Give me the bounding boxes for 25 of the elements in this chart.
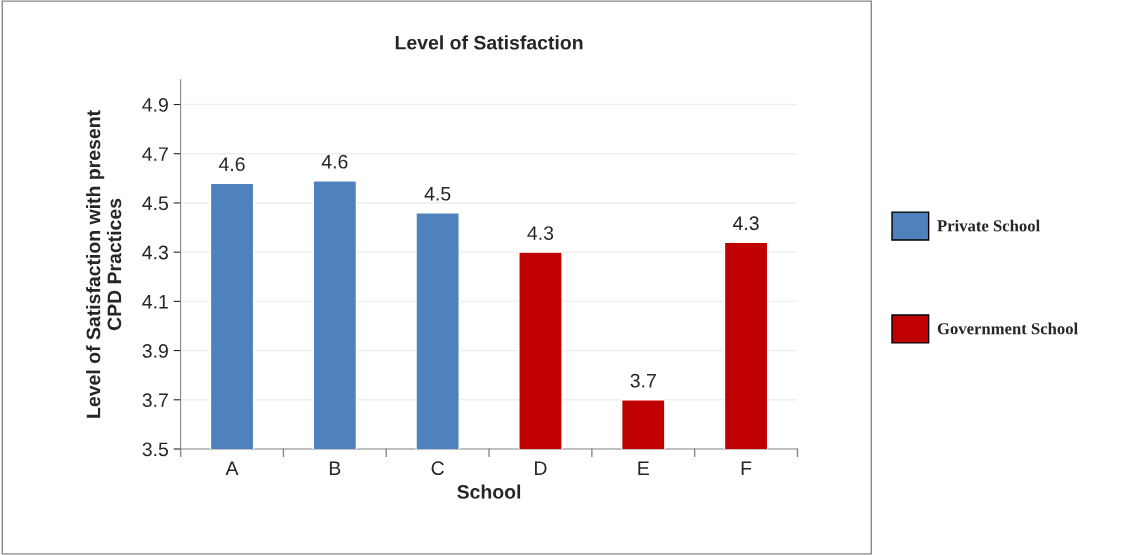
x-tick-label: A — [225, 461, 239, 475]
data-label: 4.3 — [733, 216, 759, 231]
y-tick-label: 4.5 — [142, 196, 169, 211]
x-tick-label: D — [535, 461, 547, 475]
x-axis-title: School — [457, 484, 521, 499]
x-tick-label: E — [638, 461, 649, 475]
x-tick-label: C — [431, 461, 444, 476]
legend-label: Private School — [937, 219, 1040, 232]
y-tick-label: 3.7 — [142, 393, 168, 408]
data-label: 3.7 — [630, 373, 656, 388]
y-axis-title: Level of Satisfaction with present CPD Practices — [86, 110, 122, 418]
data-label: 4.6 — [218, 157, 245, 172]
data-label: 4.5 — [424, 187, 451, 201]
y-tick-label: 3.9 — [142, 344, 168, 358]
x-tick-label: B — [329, 461, 341, 475]
data-label: 4.6 — [321, 154, 348, 169]
y-tick-label: 4.3 — [142, 245, 168, 260]
y-tick-label: 4.9 — [142, 97, 168, 112]
y-tick-label: 3.5 — [142, 442, 169, 457]
y-tick-label: 4.1 — [142, 295, 168, 309]
data-label: 4.3 — [527, 226, 554, 240]
y-tick-label: 4.7 — [142, 147, 168, 161]
x-tick-label: F — [741, 461, 752, 475]
legend-label: Government School — [937, 322, 1078, 335]
chart-title: Level of Satisfaction — [395, 35, 583, 50]
